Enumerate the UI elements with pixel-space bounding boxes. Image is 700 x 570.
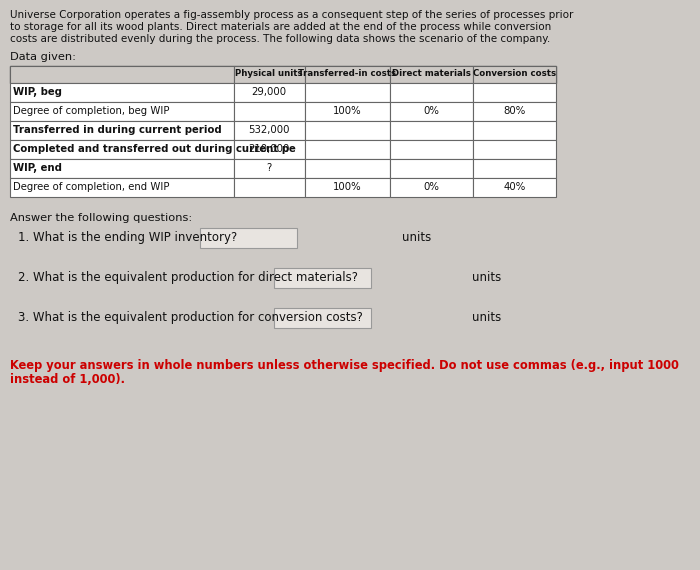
Text: costs are distributed evenly during the process. The following data shows the sc: costs are distributed evenly during the … bbox=[10, 34, 550, 44]
Bar bbox=[234, 159, 304, 178]
Bar bbox=[390, 178, 473, 197]
Bar bbox=[10, 66, 556, 83]
Text: units: units bbox=[473, 311, 502, 324]
Text: 0%: 0% bbox=[424, 106, 440, 116]
Bar bbox=[473, 66, 556, 83]
Bar bbox=[473, 121, 556, 140]
Bar bbox=[10, 159, 234, 178]
Text: 100%: 100% bbox=[333, 106, 362, 116]
Bar bbox=[304, 159, 390, 178]
Bar bbox=[390, 159, 473, 178]
Text: Physical units: Physical units bbox=[235, 69, 303, 78]
Text: units: units bbox=[473, 271, 502, 284]
Text: WIP, end: WIP, end bbox=[13, 163, 62, 173]
Bar bbox=[234, 121, 304, 140]
Text: 0%: 0% bbox=[424, 182, 440, 192]
Text: Direct materials: Direct materials bbox=[392, 69, 471, 78]
Text: 80%: 80% bbox=[503, 106, 526, 116]
Text: instead of 1,000).: instead of 1,000). bbox=[10, 373, 125, 386]
Text: 532,000: 532,000 bbox=[248, 125, 290, 135]
Bar bbox=[304, 66, 390, 83]
Bar bbox=[473, 102, 556, 121]
Bar bbox=[10, 140, 234, 159]
Text: 40%: 40% bbox=[503, 182, 526, 192]
Bar bbox=[10, 178, 234, 197]
Text: WIP, beg: WIP, beg bbox=[13, 87, 62, 97]
Bar bbox=[274, 308, 371, 328]
Bar bbox=[234, 102, 304, 121]
Bar bbox=[304, 102, 390, 121]
Text: to storage for all its wood plants. Direct materials are added at the end of the: to storage for all its wood plants. Dire… bbox=[10, 22, 551, 32]
Bar bbox=[473, 159, 556, 178]
Bar bbox=[304, 178, 390, 197]
Text: Transferred in during current period: Transferred in during current period bbox=[13, 125, 222, 135]
Bar bbox=[304, 140, 390, 159]
Bar bbox=[10, 121, 234, 140]
Text: units: units bbox=[402, 231, 431, 244]
Text: Completed and trans​ferred out during current pe: Completed and trans​ferred out during cu… bbox=[13, 144, 295, 154]
Text: Universe Corporation operates a fig-assembly process as a consequent step of the: Universe Corporation operates a fig-asse… bbox=[10, 10, 573, 20]
Bar bbox=[390, 102, 473, 121]
Text: Answer the following questions:: Answer the following questions: bbox=[10, 213, 192, 223]
Bar bbox=[473, 140, 556, 159]
Bar bbox=[10, 83, 234, 102]
Bar bbox=[390, 140, 473, 159]
Bar bbox=[390, 66, 473, 83]
Bar bbox=[304, 83, 390, 102]
Bar bbox=[10, 102, 234, 121]
Bar bbox=[390, 121, 473, 140]
Text: Transferred-in costs: Transferred-in costs bbox=[298, 69, 396, 78]
Bar bbox=[234, 140, 304, 159]
Text: 1. What is the ending WIP inventory?: 1. What is the ending WIP inventory? bbox=[18, 231, 237, 244]
Text: Data given:: Data given: bbox=[10, 52, 76, 62]
Bar bbox=[200, 228, 297, 248]
Text: ?: ? bbox=[267, 163, 272, 173]
Text: 29,000: 29,000 bbox=[252, 87, 287, 97]
Bar bbox=[473, 83, 556, 102]
Bar bbox=[274, 268, 371, 288]
Bar bbox=[234, 66, 304, 83]
Bar bbox=[473, 178, 556, 197]
Text: Degree of completion, end WIP: Degree of completion, end WIP bbox=[13, 182, 169, 192]
Text: 210,000: 210,000 bbox=[248, 144, 290, 154]
Bar bbox=[304, 121, 390, 140]
Text: Degree of completion, beg WIP: Degree of completion, beg WIP bbox=[13, 106, 169, 116]
Text: 100%: 100% bbox=[333, 182, 362, 192]
Text: 2. What is the equivalent production for direct materials?: 2. What is the equivalent production for… bbox=[18, 271, 358, 284]
Text: 3. What is the equivalent production for conversion costs?: 3. What is the equivalent production for… bbox=[18, 311, 363, 324]
Bar bbox=[234, 83, 304, 102]
Bar bbox=[390, 83, 473, 102]
Text: Conversion costs: Conversion costs bbox=[473, 69, 556, 78]
Bar bbox=[234, 178, 304, 197]
Text: Keep your answers in whole numbers unless otherwise specified. Do not use commas: Keep your answers in whole numbers unles… bbox=[10, 359, 678, 372]
Bar bbox=[10, 66, 234, 83]
